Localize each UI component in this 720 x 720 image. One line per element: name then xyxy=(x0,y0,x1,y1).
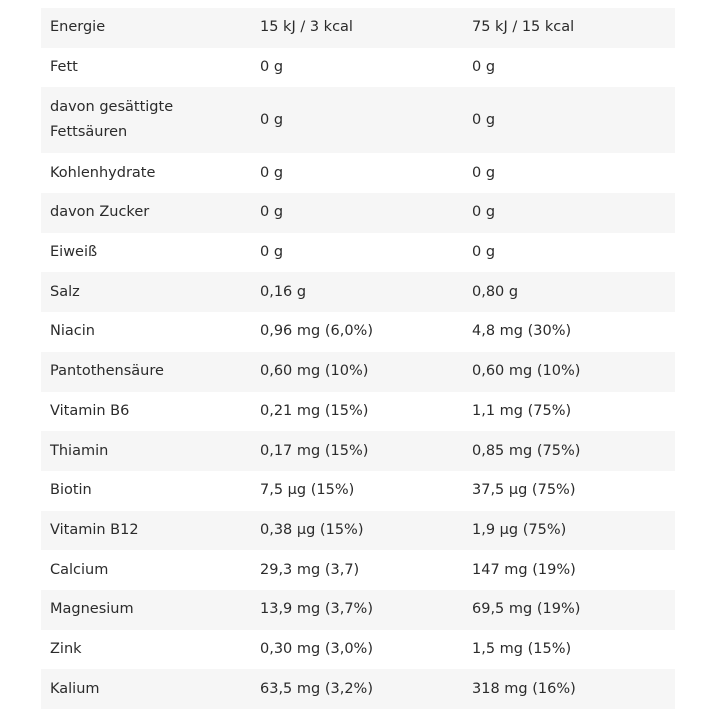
nutrient-name: Calcium xyxy=(50,561,109,578)
table-row: Vitamin B6 0,21 mg (15%) 1,1 mg (75%) xyxy=(41,391,675,432)
nutrient-name: Niacin xyxy=(50,323,95,340)
table-row: Biotin 7,5 µg (15%) 37,5 µg (75%) xyxy=(41,470,675,511)
value-per-portion: 0 g xyxy=(472,59,496,76)
nutrient-name: Zink xyxy=(50,640,82,657)
value-per-portion: 69,5 mg (19%) xyxy=(472,601,581,618)
value-per-portion: 37,5 µg (75%) xyxy=(472,482,576,499)
value-per-serving: 63,5 mg (3,2%) xyxy=(260,680,373,697)
value-per-portion: 0 g xyxy=(472,204,496,221)
value-per-serving: 0,38 µg (15%) xyxy=(260,521,364,538)
value-per-serving: 0,21 mg (15%) xyxy=(260,402,369,419)
value-per-portion: 0,80 g xyxy=(472,283,519,300)
table-row: Vitamin B12 0,38 µg (15%) 1,9 µg (75%) xyxy=(41,510,675,551)
value-per-portion: 0 g xyxy=(472,164,496,181)
value-per-portion: 0,60 mg (10%) xyxy=(472,363,581,380)
nutrient-name: Fett xyxy=(50,59,78,76)
nutrient-name: Vitamin B12 xyxy=(50,521,139,538)
nutrient-name: Kalium xyxy=(50,680,100,697)
nutrition-table: Energie 15 kJ / 3 kcal 75 kJ / 15 kcal F… xyxy=(41,8,675,709)
value-per-portion: 4,8 mg (30%) xyxy=(472,323,572,340)
table-row: Fett 0 g 0 g xyxy=(41,47,675,88)
table-row: davon Zucker 0 g 0 g xyxy=(41,193,675,233)
value-per-serving: 0 g xyxy=(260,111,284,128)
table-row: Pantothensäure 0,60 mg (10%) 0,60 mg (10… xyxy=(41,351,675,392)
table-row: Zink 0,30 mg (3,0%) 1,5 mg (15%) xyxy=(41,629,675,670)
value-per-serving: 0,96 mg (6,0%) xyxy=(260,323,373,340)
nutrient-name: Energie xyxy=(50,19,106,36)
table-row: Kohlenhydrate 0 g 0 g xyxy=(41,153,675,194)
value-per-serving: 0,60 mg (10%) xyxy=(260,363,369,380)
table-row: Kalium 63,5 mg (3,2%) 318 mg (16%) xyxy=(41,669,675,709)
nutrient-name: Biotin xyxy=(50,482,92,499)
value-per-serving: 0,30 mg (3,0%) xyxy=(260,640,373,657)
table-row: davon gesättigte Fettsäuren 0 g 0 g xyxy=(41,87,675,154)
table-row: Calcium 29,3 mg (3,7) 147 mg (19%) xyxy=(41,550,675,590)
nutrient-name: davon Zucker xyxy=(50,204,150,221)
value-per-portion: 147 mg (19%) xyxy=(472,561,576,578)
value-per-portion: 0,85 mg (75%) xyxy=(472,442,581,459)
table-row: Magnesium 13,9 mg (3,7%) 69,5 mg (19%) xyxy=(41,589,675,630)
nutrient-name: Magnesium xyxy=(50,601,134,618)
value-per-serving: 15 kJ / 3 kcal xyxy=(260,19,353,36)
value-per-serving: 29,3 mg (3,7) xyxy=(260,561,360,578)
table-row: Energie 15 kJ / 3 kcal 75 kJ / 15 kcal xyxy=(41,8,675,48)
value-per-serving: 0,16 g xyxy=(260,283,307,300)
value-per-portion: 75 kJ / 15 kcal xyxy=(472,19,575,36)
value-per-serving: 13,9 mg (3,7%) xyxy=(260,601,373,618)
nutrient-name: Eiweiß xyxy=(50,244,98,261)
table-row: Salz 0,16 g 0,80 g xyxy=(41,272,675,313)
table-row: Eiweiß 0 g 0 g xyxy=(41,232,675,273)
table-row: Thiamin 0,17 mg (15%) 0,85 mg (75%) xyxy=(41,431,675,471)
nutrient-name: Thiamin xyxy=(50,442,109,459)
nutrient-name: Salz xyxy=(50,283,80,300)
nutrient-name: Pantothensäure xyxy=(50,363,164,380)
nutrition-table-container: Energie 15 kJ / 3 kcal 75 kJ / 15 kcal F… xyxy=(41,8,675,709)
value-per-serving: 0 g xyxy=(260,59,284,76)
value-per-portion: 0 g xyxy=(472,244,496,261)
value-per-serving: 0 g xyxy=(260,204,284,221)
nutrient-name: Vitamin B6 xyxy=(50,402,130,419)
value-per-portion: 0 g xyxy=(472,111,496,128)
value-per-serving: 0 g xyxy=(260,244,284,261)
value-per-portion: 1,9 µg (75%) xyxy=(472,521,567,538)
value-per-serving: 7,5 µg (15%) xyxy=(260,482,355,499)
value-per-serving: 0,17 mg (15%) xyxy=(260,442,369,459)
nutrient-name: Kohlenhydrate xyxy=(50,164,156,181)
table-row: Niacin 0,96 mg (6,0%) 4,8 mg (30%) xyxy=(41,312,675,352)
value-per-portion: 1,5 mg (15%) xyxy=(472,640,572,657)
value-per-portion: 1,1 mg (75%) xyxy=(472,402,572,419)
value-per-portion: 318 mg (16%) xyxy=(472,680,576,697)
value-per-serving: 0 g xyxy=(260,164,284,181)
nutrient-name: davon gesättigte Fettsäuren xyxy=(50,99,174,141)
